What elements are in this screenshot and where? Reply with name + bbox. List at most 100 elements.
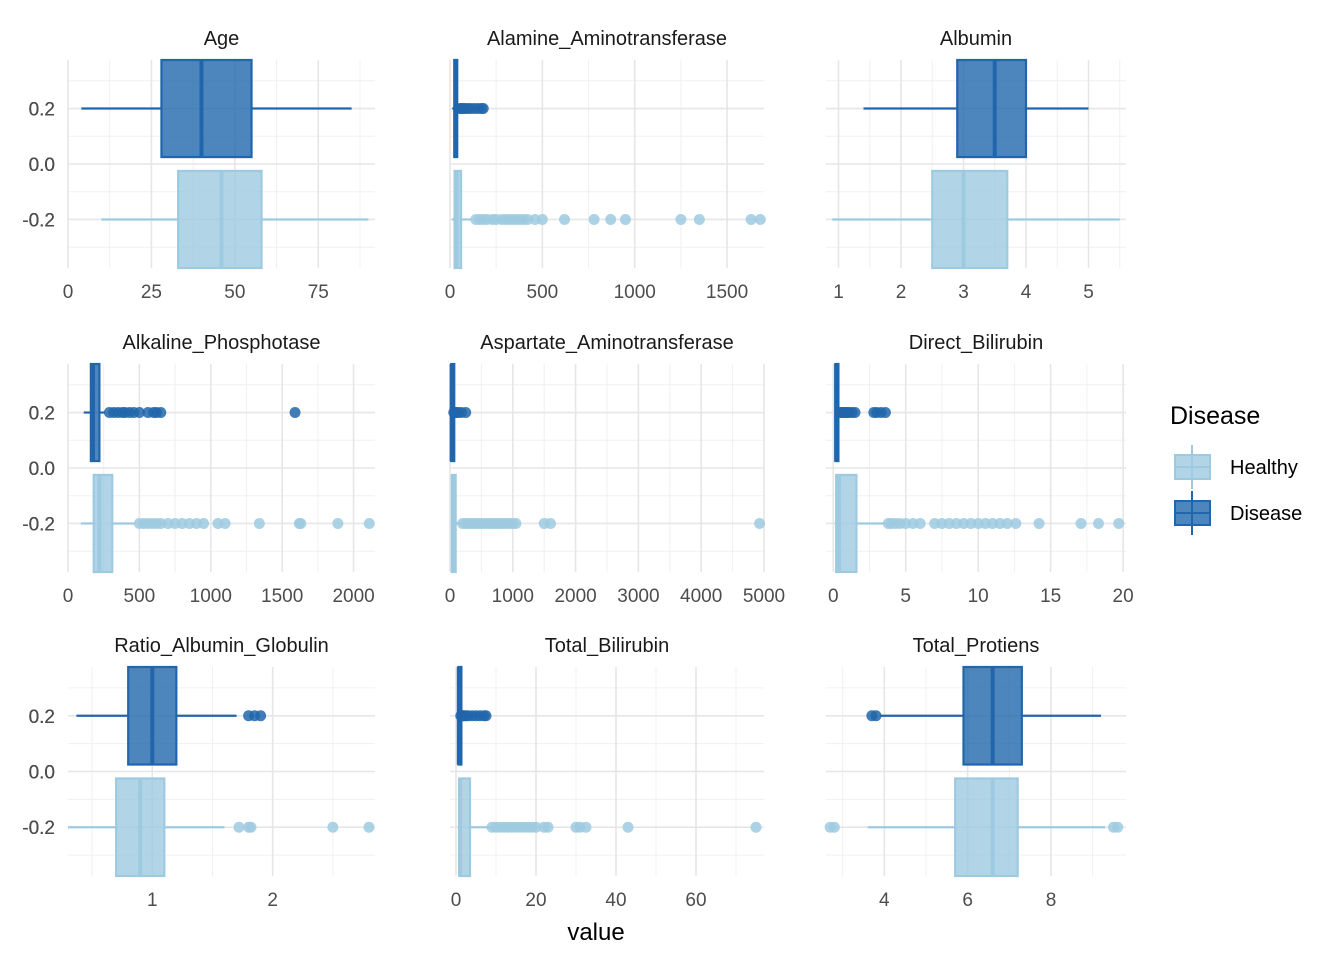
- disease-box: [160, 58, 253, 159]
- panel-ratio-albumin-globulin: Ratio_Albumin_Globulin 0.2 0.0 -0.2 1 2: [22, 635, 375, 911]
- healthy-outlier-point: [828, 821, 840, 833]
- healthy-outlier-point: [536, 213, 548, 225]
- healthy-outlier-point: [253, 517, 265, 529]
- x-tick-label: 0: [445, 586, 456, 607]
- panel-title: Aspartate_Aminotransferase: [480, 332, 733, 354]
- x-tick-label: 3000: [617, 586, 659, 607]
- disease-outlier-point: [255, 710, 267, 722]
- legend-entry-disease: Disease: [1174, 491, 1302, 535]
- x-tick-label: 15: [1040, 586, 1061, 607]
- x-tick-label: 40: [605, 890, 626, 911]
- panel-title: Ratio_Albumin_Globulin: [114, 635, 329, 657]
- healthy-outlier-point: [1001, 517, 1013, 529]
- x-tick-label: 20: [1113, 586, 1134, 607]
- x-tick-label: 1: [833, 282, 844, 303]
- x-tick-label: 2000: [332, 586, 374, 607]
- healthy-box: [931, 169, 1009, 270]
- x-tick-label: 1000: [614, 282, 656, 303]
- x-tick-label: 6: [962, 890, 973, 911]
- panel-title: Direct_Bilirubin: [909, 332, 1044, 354]
- panel-albumin: Albumin 0.2 0.0 -0.2 1 2 3 4 5: [22, 28, 1126, 303]
- x-tick-label: 500: [124, 586, 156, 607]
- x-tick-label: 0: [63, 282, 74, 303]
- x-tick-label: 2: [267, 890, 278, 911]
- healthy-outlier-point: [605, 213, 617, 225]
- y-tick-label: 0.0: [29, 763, 55, 784]
- healthy-outlier-point: [750, 821, 762, 833]
- y-tick-label: 0.2: [29, 707, 55, 728]
- healthy-outlier-point: [510, 517, 522, 529]
- y-tick-label: -0.2: [22, 210, 55, 231]
- healthy-outlier-point: [295, 517, 307, 529]
- healthy-outlier-point: [219, 517, 231, 529]
- disease-outlier-point: [870, 710, 882, 722]
- healthy-outlier-point: [327, 821, 339, 833]
- y-tick-label: 0.2: [29, 100, 55, 121]
- panel-title: Age: [204, 28, 240, 50]
- y-tick-label: -0.2: [22, 210, 55, 231]
- panel-direct-bilirubin: Direct_Bilirubin 0.2 0.0 -0.2 0 5 10 15 20: [22, 332, 1133, 607]
- healthy-outlier-point: [675, 213, 687, 225]
- panel-title: Total_Protiens: [913, 635, 1040, 657]
- x-axis-label: value: [567, 919, 624, 946]
- x-tick-label: 1000: [492, 586, 534, 607]
- disease-box: [89, 362, 101, 463]
- disease-outlier-point: [480, 710, 492, 722]
- x-tick-label: 5: [1083, 282, 1094, 303]
- legend-label: Disease: [1230, 503, 1302, 525]
- disease-outlier-point: [133, 407, 145, 419]
- panel-aspartate-aminotransferase: Aspartate_Aminotransferase 0.2 0.0 -0.2 0 100…: [22, 332, 785, 607]
- healthy-outlier-point: [745, 213, 757, 225]
- x-tick-label: 500: [527, 282, 559, 303]
- x-tick-label: 5000: [743, 586, 785, 607]
- y-tick-label: -0.2: [22, 818, 55, 839]
- healthy-outlier-point: [693, 213, 705, 225]
- panel-title: Alkaline_Phosphotase: [123, 332, 321, 354]
- healthy-outlier-point: [1113, 517, 1125, 529]
- healthy-outlier-point: [619, 213, 631, 225]
- legend-label: Healthy: [1230, 457, 1298, 479]
- x-tick-label: 2: [896, 282, 907, 303]
- healthy-outlier-point: [363, 821, 375, 833]
- panel-total-protiens: Total_Protiens 0.2 0.0 -0.2 4 6 8: [22, 635, 1126, 911]
- healthy-outlier-point: [1092, 517, 1104, 529]
- x-tick-label: 1500: [261, 586, 303, 607]
- healthy-outlier-point: [198, 517, 210, 529]
- panel-alkaline-phosphotase: Alkaline_Phosphotase 0.2 0.0 -0.2 0 500 1000 15…: [22, 332, 375, 607]
- healthy-outlier-point: [233, 821, 245, 833]
- x-tick-label: 2000: [554, 586, 596, 607]
- y-tick-label: 0.2: [29, 707, 55, 728]
- y-tick-label: 0.0: [29, 155, 55, 176]
- healthy-outlier-point: [530, 821, 542, 833]
- x-tick-label: 1500: [706, 282, 748, 303]
- healthy-outlier-point: [245, 821, 257, 833]
- healthy-box: [954, 777, 1019, 878]
- x-tick-label: 60: [685, 890, 706, 911]
- disease-box: [956, 58, 1028, 159]
- disease-outlier-point: [879, 407, 891, 419]
- healthy-outlier-point: [754, 517, 766, 529]
- y-tick-label: 0.2: [29, 100, 55, 121]
- y-tick-label: -0.2: [22, 514, 55, 535]
- healthy-outlier-point: [544, 517, 556, 529]
- x-tick-label: 75: [308, 282, 329, 303]
- y-tick-label: 0.0: [29, 763, 55, 784]
- x-tick-label: 8: [1046, 890, 1057, 911]
- y-tick-label: 0.2: [29, 404, 55, 425]
- panel-title: Total_Bilirubin: [545, 635, 670, 657]
- healthy-outlier-point: [1033, 517, 1045, 529]
- x-tick-label: 4: [1021, 282, 1032, 303]
- x-tick-label: 1: [147, 890, 158, 911]
- legend-title: Disease: [1170, 402, 1260, 430]
- y-tick-label: -0.2: [22, 514, 55, 535]
- y-tick-label: 0.0: [29, 763, 55, 784]
- healthy-outlier-point: [1112, 821, 1124, 833]
- x-tick-label: 0: [451, 890, 462, 911]
- disease-outlier-point: [289, 407, 301, 419]
- x-tick-label: 20: [525, 890, 546, 911]
- healthy-outlier-point: [363, 517, 375, 529]
- x-tick-label: 50: [224, 282, 245, 303]
- healthy-outlier-point: [559, 213, 571, 225]
